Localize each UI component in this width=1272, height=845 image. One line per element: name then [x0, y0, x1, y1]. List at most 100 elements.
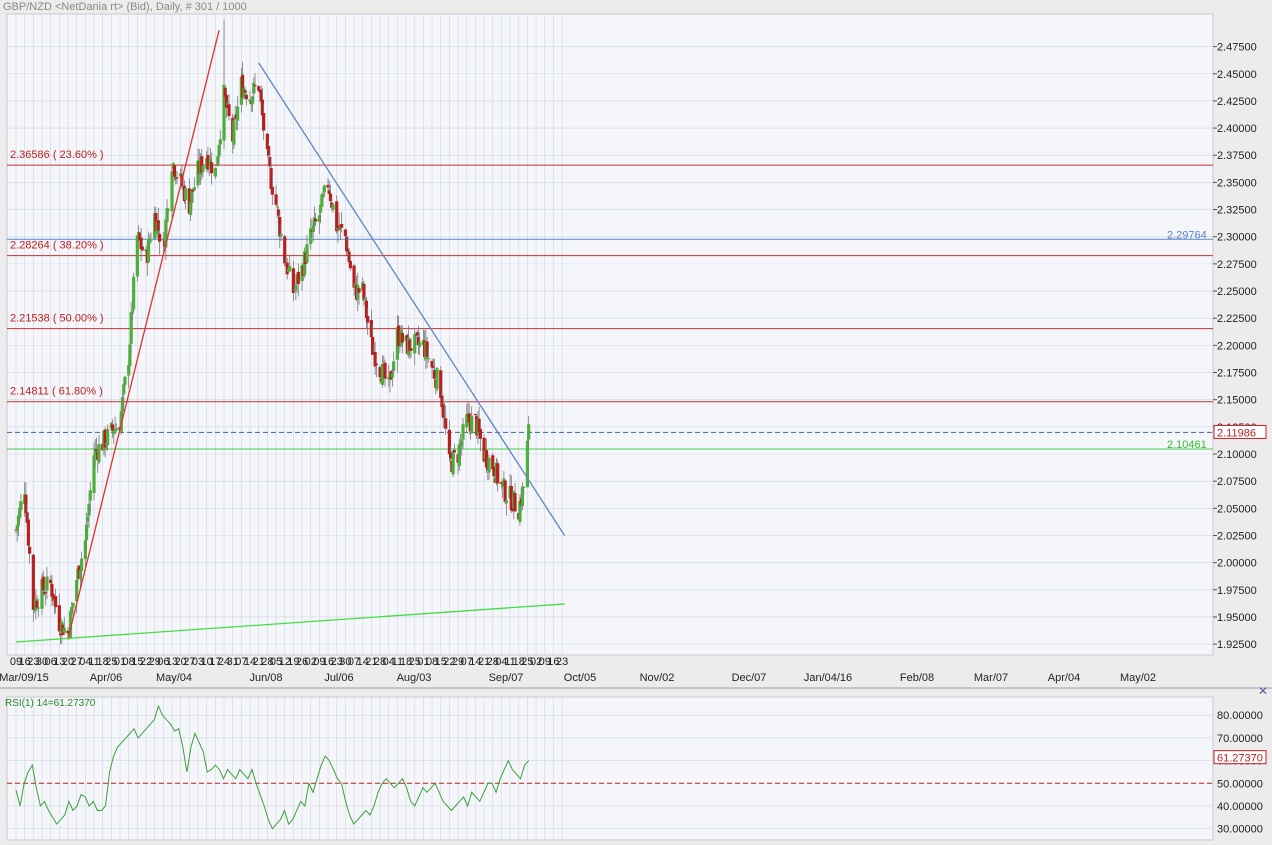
candle-body [363, 297, 367, 300]
candle-body [192, 187, 196, 191]
candle-body [94, 449, 99, 451]
candle-body [413, 334, 417, 354]
x-tick-label: 20 [62, 656, 74, 668]
candle-body [135, 235, 139, 277]
candle-body [241, 74, 245, 98]
x-tick-label: 13 [53, 656, 65, 668]
candle-body [317, 215, 321, 222]
candle-body [274, 194, 278, 205]
candle-body [347, 251, 351, 262]
trendline-blue [258, 62, 566, 536]
rsi-last-box [1213, 750, 1267, 765]
candle-body [223, 87, 227, 97]
y-tick-label: 2.47500 [1217, 42, 1257, 54]
rsi-panel [6, 696, 1214, 841]
fib-level-label: 2.21538 ( 50.00% ) [10, 313, 104, 325]
candle-body [35, 600, 39, 608]
candle-body [425, 341, 429, 357]
candle-body [26, 519, 30, 546]
candle-body [132, 276, 136, 310]
trendline-red [67, 30, 220, 639]
x-tick-label: 16 [547, 656, 559, 668]
trendline-green [15, 603, 565, 643]
candle-body [158, 233, 162, 242]
y-tick-label: 2.37500 [1217, 150, 1257, 162]
candle-body [226, 102, 230, 106]
candle-body [253, 84, 257, 87]
candle-body [87, 503, 91, 516]
y-tick-label: 2.05000 [1217, 503, 1257, 515]
candle-body [16, 515, 21, 526]
x-tick-label: 08 [123, 656, 135, 668]
candle-body [408, 339, 412, 351]
candle-body [444, 418, 448, 429]
candle-body [92, 455, 96, 493]
candle-body [305, 244, 309, 263]
candle-body [172, 165, 177, 177]
candle-body [213, 167, 217, 177]
y-tick-label: 2.27500 [1217, 259, 1257, 271]
candle-body [432, 369, 437, 379]
x-tick-label: 28 [487, 656, 499, 668]
candle-body [187, 188, 191, 214]
candle-body [156, 220, 161, 231]
candle-body [378, 367, 382, 378]
x-tick-label: 22 [140, 656, 152, 668]
candle-body [415, 332, 419, 336]
x-tick-label: 23 [556, 656, 568, 668]
candle-body [478, 428, 482, 439]
x-tick-label: 07 [348, 656, 360, 668]
candle-body [88, 490, 92, 501]
x-month-label: Jul/06 [324, 672, 353, 684]
candle-body [470, 415, 474, 434]
x-month-label: Mar/09/15 [0, 672, 49, 684]
candle-body [397, 325, 401, 346]
x-tick-label: 17 [209, 656, 221, 668]
x-tick-label: 13 [166, 656, 178, 668]
candle-body [335, 201, 339, 232]
candle-body [416, 337, 421, 346]
candle-body [201, 165, 205, 172]
candle-body [473, 414, 478, 416]
y-tick-label: 2.25000 [1217, 286, 1257, 298]
candle-body [70, 607, 74, 614]
candle-body [119, 411, 123, 432]
candle-body [149, 239, 153, 241]
candle-body [127, 364, 131, 376]
candle-body [314, 218, 318, 222]
candle-body [24, 494, 28, 513]
candle-body [482, 437, 486, 462]
candle-body [343, 229, 347, 237]
candle-body [106, 429, 110, 446]
candle-body [380, 364, 385, 385]
x-tick-label: 11 [392, 656, 403, 668]
candle-body [36, 607, 40, 609]
candle-body [216, 156, 220, 166]
x-tick-label: 21 [365, 656, 377, 668]
x-tick-label: 24 [218, 656, 230, 668]
candle-body [243, 90, 247, 93]
x-tick-label: 15 [435, 656, 447, 668]
x-tick-label: 29 [452, 656, 464, 668]
rsi-y-tick-label: 30.00000 [1217, 824, 1263, 836]
rsi-last-label: 61.27370 [1217, 753, 1263, 765]
candle-body [164, 219, 168, 248]
candle-body [51, 593, 55, 601]
candle-body [218, 139, 222, 145]
candle-body [19, 501, 23, 510]
candle-body [400, 333, 404, 343]
candle-body [279, 233, 283, 237]
x-month-label: Feb/08 [900, 672, 934, 684]
candle-body [146, 238, 151, 263]
y-tick-label: 1.97500 [1217, 585, 1257, 597]
rsi-y-tick-label: 80.00000 [1217, 710, 1263, 722]
candle-body [366, 315, 370, 323]
candle-body [236, 106, 240, 121]
candle-body [465, 414, 469, 428]
close-icon[interactable]: ✕ [1258, 684, 1268, 698]
x-tick-label: 09 [313, 656, 325, 668]
y-tick-label: 1.92500 [1217, 639, 1257, 651]
x-month-label: Nov/02 [640, 672, 675, 684]
candle-body [275, 206, 279, 208]
x-tick-label: 18 [513, 656, 525, 668]
